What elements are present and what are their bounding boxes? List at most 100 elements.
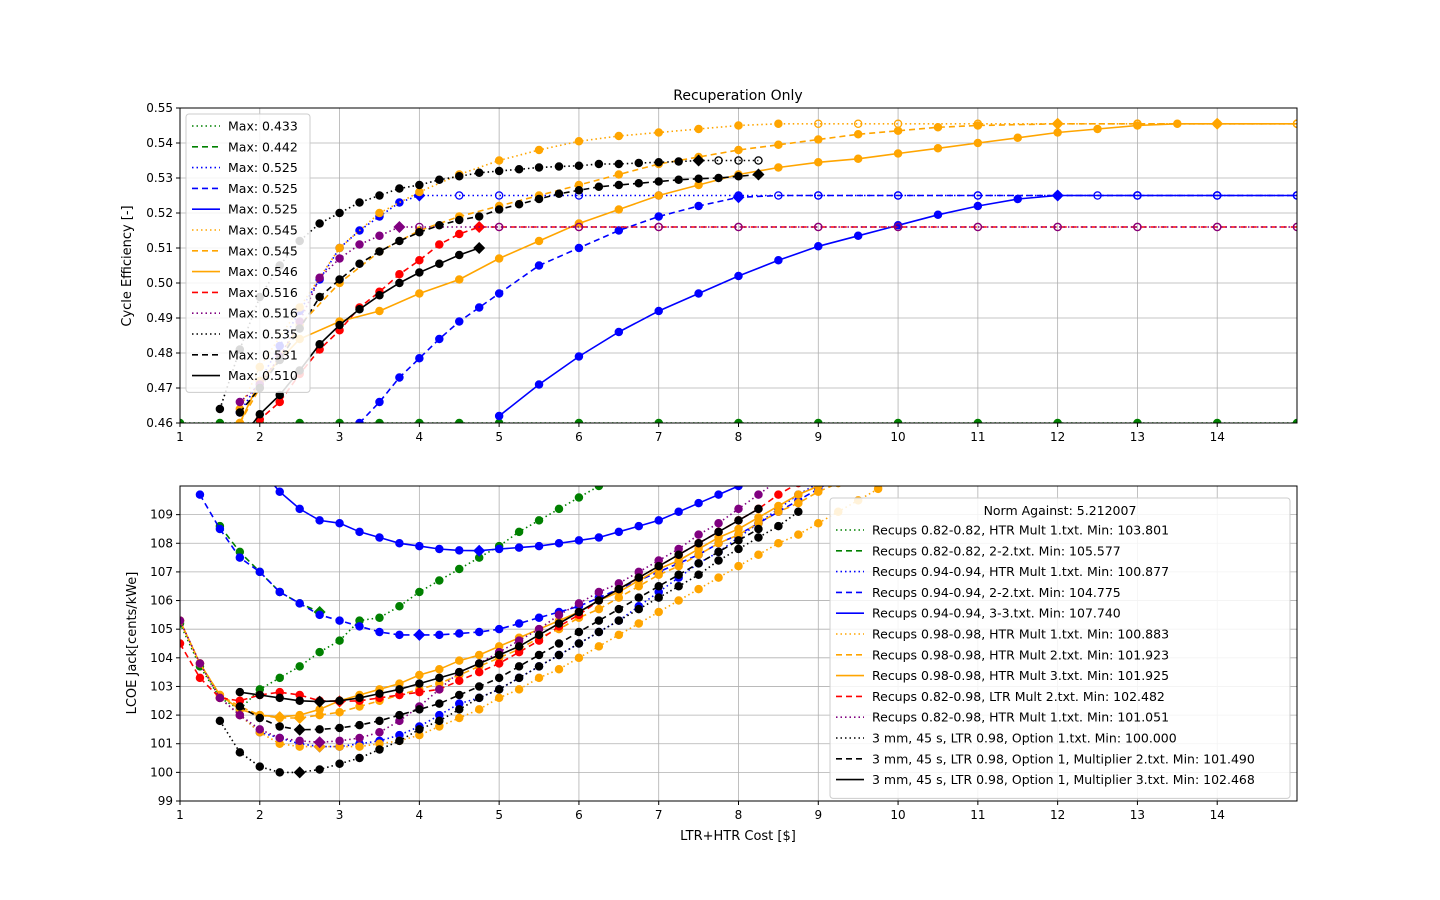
- extremum-marker: [692, 154, 705, 167]
- data-point: [654, 177, 663, 186]
- data-point: [754, 513, 763, 522]
- data-point: [454, 171, 464, 181]
- data-point: [574, 653, 584, 663]
- legend-label: Max: 0.433: [228, 119, 298, 134]
- data-point: [315, 725, 324, 734]
- data-point: [714, 556, 723, 565]
- x-tick-label: 2: [256, 430, 264, 444]
- data-point: [494, 659, 504, 668]
- data-point: [614, 604, 624, 614]
- series-2: [215, 521, 326, 618]
- data-point: [554, 639, 564, 648]
- data-point: [714, 156, 723, 165]
- data-point: [835, 474, 842, 481]
- y-tick-label: 103: [150, 679, 173, 693]
- data-point: [714, 518, 723, 528]
- data-point: [494, 544, 504, 554]
- data-point: [534, 236, 544, 246]
- data-point: [355, 527, 364, 537]
- x-tick-label: 4: [416, 430, 424, 444]
- data-point: [395, 373, 404, 382]
- data-point: [335, 254, 344, 263]
- data-point: [1013, 194, 1023, 204]
- data-point: [275, 587, 284, 597]
- data-point: [315, 273, 324, 282]
- data-point: [794, 498, 803, 508]
- data-point: [235, 408, 245, 417]
- data-point: [415, 679, 424, 688]
- data-point: [355, 720, 364, 730]
- data-point: [454, 713, 464, 723]
- data-point: [554, 650, 564, 660]
- data-point: [973, 121, 983, 130]
- series-line: [239, 123, 1297, 423]
- y-tick-label: 99: [158, 794, 173, 808]
- data-point: [435, 630, 444, 640]
- legend-label: Recups 0.82-0.98, HTR Mult 1.txt. Min: 1…: [872, 710, 1169, 725]
- data-point: [694, 530, 703, 539]
- legend-item: Recups 0.98-0.98, HTR Mult 1.txt. Min: 1…: [836, 627, 1169, 642]
- data-point: [494, 650, 504, 660]
- data-point: [395, 198, 404, 207]
- data-point: [714, 573, 723, 582]
- data-point: [415, 353, 424, 363]
- data-point: [315, 219, 324, 228]
- series-6: [235, 119, 1297, 414]
- data-point: [1173, 119, 1182, 129]
- x-tick-label: 13: [1130, 430, 1145, 444]
- data-point: [853, 129, 863, 139]
- data-point: [494, 673, 504, 683]
- series-5: [494, 189, 1297, 421]
- data-point: [255, 762, 265, 771]
- data-point: [634, 573, 644, 582]
- data-point: [215, 524, 225, 534]
- data-point: [295, 710, 304, 720]
- data-point: [494, 166, 504, 176]
- data-point: [634, 158, 644, 168]
- x-tick-label: 14: [1210, 808, 1225, 822]
- data-point: [494, 289, 504, 298]
- data-point: [634, 619, 644, 628]
- data-point: [534, 630, 544, 640]
- series-13: [235, 504, 763, 708]
- data-point: [275, 397, 284, 407]
- y-tick-label: 102: [150, 708, 173, 722]
- series-11: [215, 154, 763, 414]
- y-tick-label: 0.47: [146, 381, 173, 395]
- chart-title: Recuperation Only: [673, 88, 802, 104]
- data-point: [734, 561, 743, 571]
- data-point: [774, 539, 783, 548]
- series-line: [180, 486, 820, 718]
- data-point: [594, 616, 604, 625]
- data-point: [435, 334, 444, 344]
- legend-label: 3 mm, 45 s, LTR 0.98, Option 1, Multipli…: [872, 772, 1255, 787]
- data-point: [375, 247, 384, 256]
- x-tick-label: 6: [575, 808, 583, 822]
- x-tick-label: 4: [416, 808, 424, 822]
- data-point: [734, 536, 743, 545]
- x-axis-label: LTR+HTR Cost [$]: [680, 829, 796, 844]
- data-point: [255, 409, 265, 419]
- series-10: [180, 486, 772, 749]
- data-point: [395, 236, 404, 246]
- data-point: [534, 163, 544, 172]
- data-point: [694, 174, 703, 183]
- data-point: [714, 173, 723, 183]
- data-point: [415, 268, 424, 277]
- y-tick-label: 106: [150, 594, 173, 608]
- data-point: [714, 547, 723, 557]
- data-point: [973, 201, 983, 211]
- data-point: [435, 699, 444, 708]
- data-point: [295, 599, 304, 608]
- legend-item: Max: 0.525: [192, 202, 298, 217]
- data-point: [355, 753, 364, 763]
- data-point: [594, 486, 604, 491]
- x-tick-label: 3: [336, 808, 344, 822]
- data-point: [435, 175, 444, 184]
- y-tick-label: 105: [150, 622, 173, 636]
- data-point: [514, 199, 524, 209]
- data-point: [1013, 133, 1023, 142]
- data-point: [435, 673, 444, 683]
- legend-item: Recups 0.98-0.98, HTR Mult 3.txt. Min: 1…: [836, 668, 1169, 683]
- data-point: [674, 596, 683, 605]
